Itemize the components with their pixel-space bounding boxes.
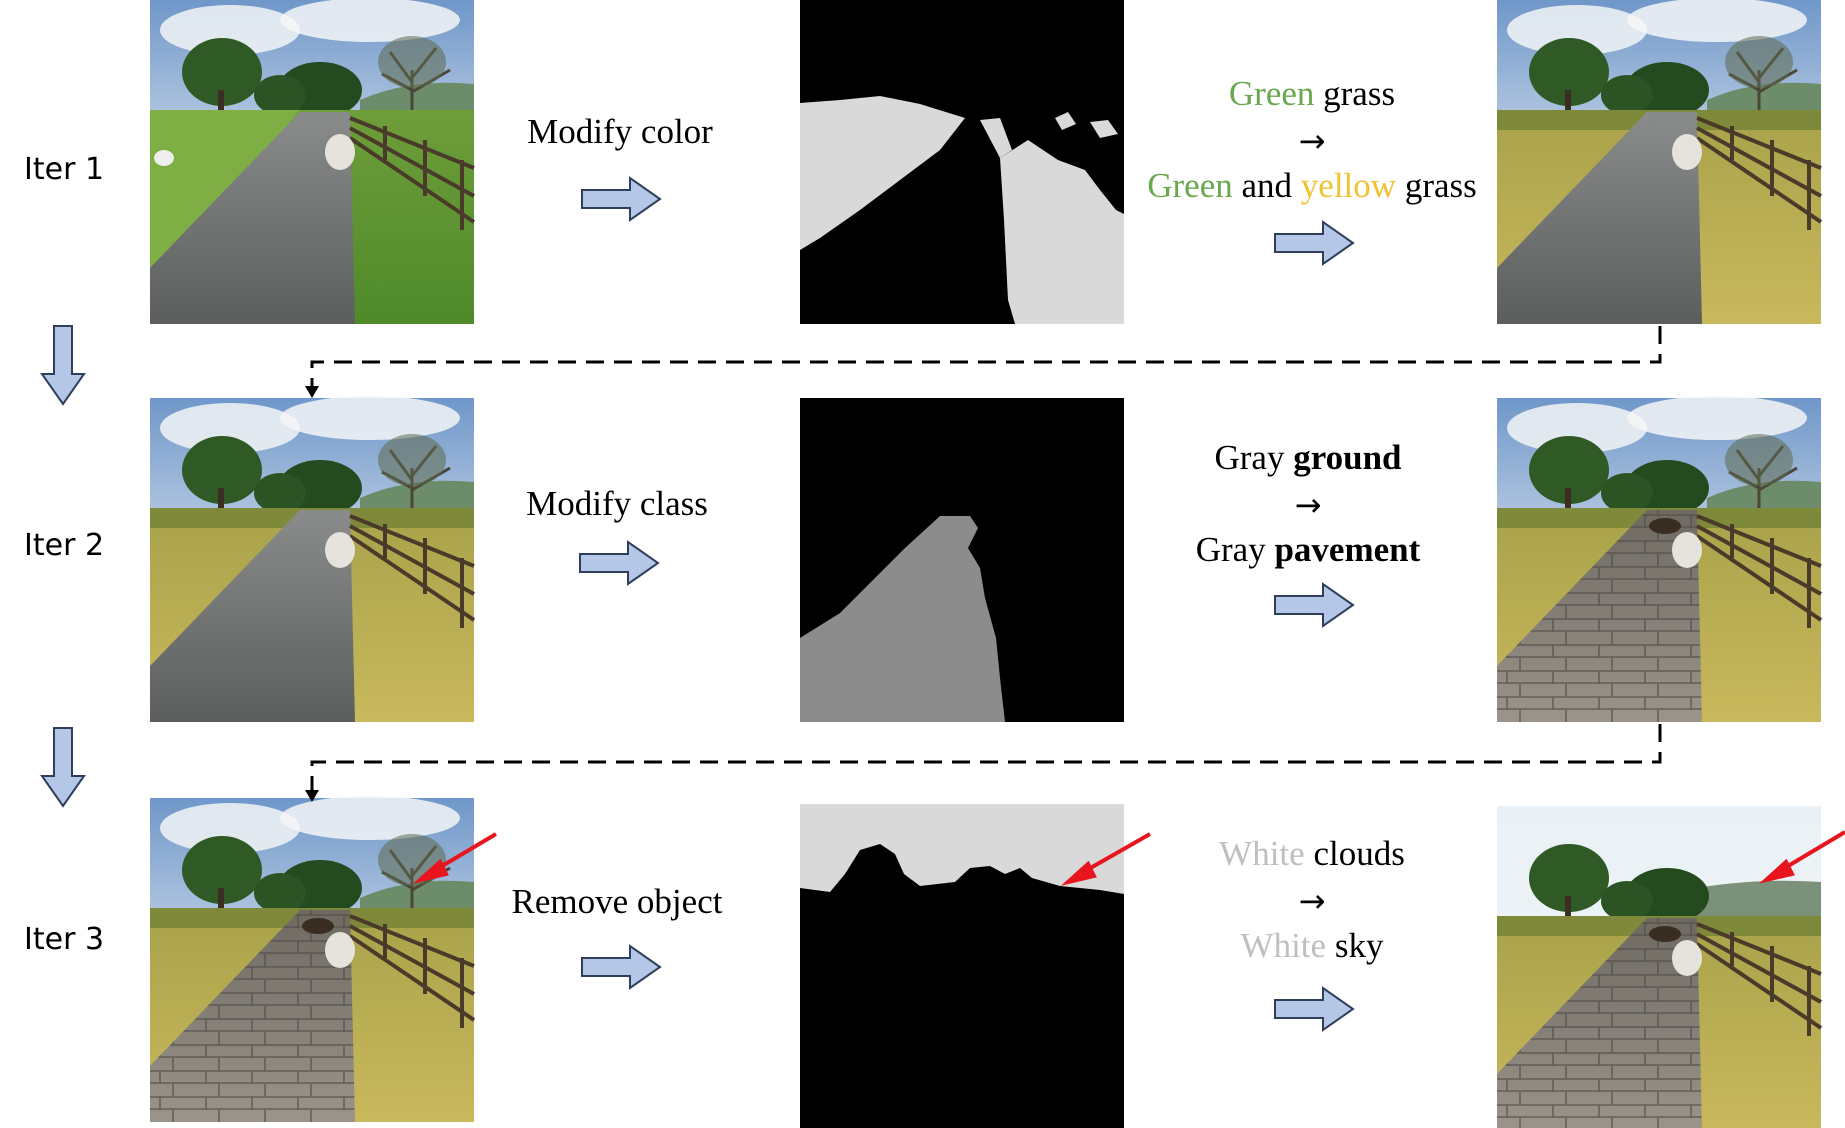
phrase-segment: sky xyxy=(1326,926,1384,965)
phrase-segment: ground xyxy=(1293,438,1402,477)
block-arrow-r1a xyxy=(581,176,662,222)
phrase-segment: White xyxy=(1219,834,1305,873)
phrase-segment: Green xyxy=(1228,74,1315,113)
input-photo-iter2 xyxy=(148,394,476,724)
phrase-to-2: Gray pavement xyxy=(1098,530,1518,570)
phrase-segment: Green xyxy=(1147,166,1233,205)
dashed-connector-2 xyxy=(310,724,1662,792)
operation-label-3: Remove object xyxy=(511,882,723,921)
iter-label-1: Iter 1 xyxy=(24,152,105,187)
phrase-segment: White xyxy=(1240,926,1327,965)
output-photo-iter1 xyxy=(1497,0,1823,324)
mask-iter3 xyxy=(800,804,1124,1128)
red-arrow-input-iter3 xyxy=(412,832,498,884)
phrase-segment: Gray xyxy=(1195,530,1275,569)
phrase-from-3: White clouds xyxy=(1102,834,1522,874)
phrase-arrow-1: → xyxy=(1298,122,1326,160)
phrase-segment: Gray xyxy=(1214,438,1294,477)
phrase-from-1: Green grass xyxy=(1102,74,1522,114)
phrase-from-2: Gray ground xyxy=(1098,438,1518,478)
output-photo-iter2 xyxy=(1497,396,1823,722)
mask-iter1 xyxy=(800,0,1124,324)
iter-label-3: Iter 3 xyxy=(24,922,105,957)
block-arrow-r2a xyxy=(579,540,660,586)
operation-label-1: Modify color xyxy=(527,112,713,151)
operation-label-2: Modify class xyxy=(526,484,708,523)
mask-iter2 xyxy=(800,398,1124,722)
iter-label-2: Iter 2 xyxy=(24,528,105,563)
block-arrow-r3b xyxy=(1274,986,1355,1032)
phrase-to-1: Green and yellow grass xyxy=(1102,166,1522,206)
down-arrow-1 xyxy=(40,325,86,406)
red-arrow-mask-iter3 xyxy=(1060,832,1151,886)
phrase-arrow-2: → xyxy=(1294,486,1322,524)
phrase-segment: clouds xyxy=(1304,834,1405,873)
red-arrow-output-iter3 xyxy=(1758,830,1845,884)
phrase-segment: yellow xyxy=(1300,166,1397,205)
input-photo-iter1 xyxy=(150,0,476,324)
dashed-connector-2-head xyxy=(305,790,319,802)
phrase-segment: grass xyxy=(1314,74,1396,113)
block-arrow-r2b xyxy=(1274,582,1355,628)
phrase-to-3: White sky xyxy=(1102,926,1522,966)
block-arrow-r1b xyxy=(1274,220,1355,266)
output-photo-iter3 xyxy=(1497,806,1823,1128)
block-arrow-r3a xyxy=(581,944,662,990)
dashed-connector-1 xyxy=(310,326,1662,388)
input-photo-iter3 xyxy=(148,794,476,1124)
dashed-connector-1-head xyxy=(305,386,319,398)
phrase-segment: grass xyxy=(1396,166,1477,205)
phrase-segment: pavement xyxy=(1274,530,1421,569)
phrase-arrow-3: → xyxy=(1298,882,1326,920)
down-arrow-2 xyxy=(40,727,86,808)
phrase-segment: and xyxy=(1232,166,1301,205)
